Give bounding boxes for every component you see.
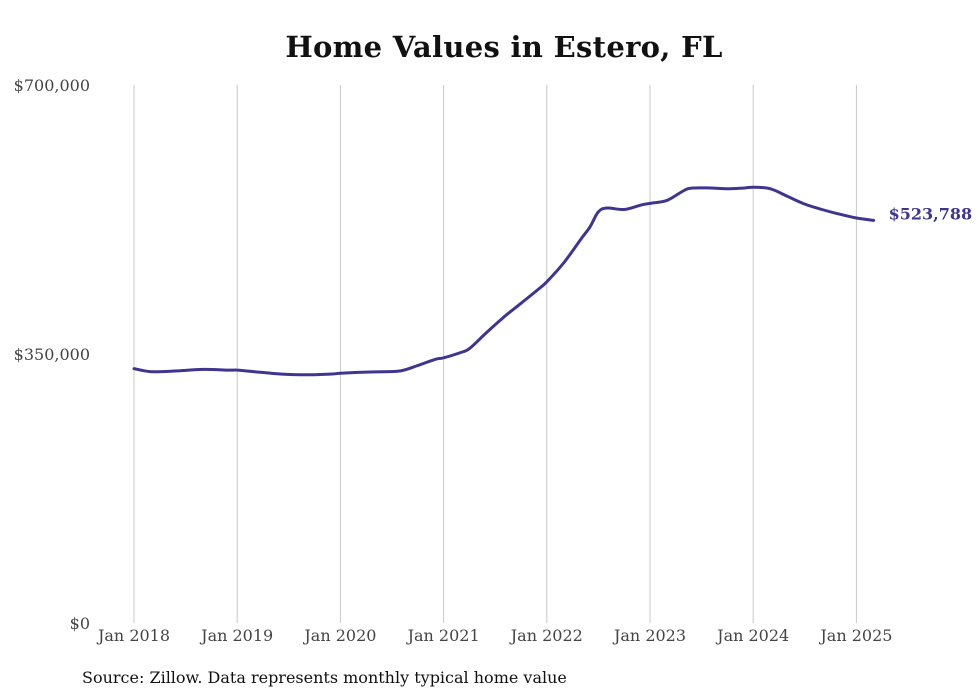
series-layer: $523,788 bbox=[132, 185, 973, 377]
y-axis-ticks: $0 $350,000 $700,000 bbox=[14, 76, 90, 633]
x-tick-label: Jan 2024 bbox=[715, 626, 789, 645]
y-tick-label: $700,000 bbox=[14, 76, 90, 95]
y-tick-label: $350,000 bbox=[14, 345, 90, 364]
series-end-label: $523,788 bbox=[889, 204, 973, 223]
x-tick-label: Jan 2023 bbox=[612, 626, 686, 645]
x-axis-ticks: Jan 2018 Jan 2019 Jan 2020 Jan 2021 Jan 2022… bbox=[96, 626, 892, 645]
x-tick-label: Jan 2018 bbox=[96, 626, 170, 645]
chart-title: Home Values in Estero, FL bbox=[285, 30, 723, 64]
series-line-0 bbox=[132, 185, 876, 377]
x-tick-label: Jan 2022 bbox=[509, 626, 583, 645]
x-tick-label: Jan 2025 bbox=[818, 626, 892, 645]
x-tick-label: Jan 2021 bbox=[406, 626, 480, 645]
source-note: Source: Zillow. Data represents monthly … bbox=[82, 668, 567, 687]
x-tick-label: Jan 2019 bbox=[199, 626, 273, 645]
x-tick-label: Jan 2020 bbox=[302, 626, 376, 645]
y-tick-label: $0 bbox=[70, 614, 90, 633]
grid-lines bbox=[133, 85, 857, 623]
